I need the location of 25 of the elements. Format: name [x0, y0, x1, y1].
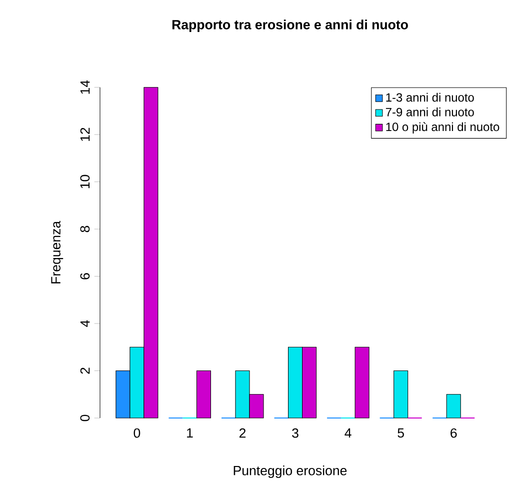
x-tick-label: 5 [398, 428, 404, 438]
legend-label: 7-9 anni di nuoto [386, 108, 474, 116]
y-tick-label: 12 [80, 128, 90, 141]
x-axis-title: Punteggio erosione [234, 466, 347, 478]
bar [354, 346, 370, 418]
x-tick-label: 4 [344, 428, 352, 438]
y-tick-label: 6 [80, 273, 90, 280]
legend-label: 1-3 anni di nuoto [386, 92, 474, 102]
x-tick-label: 6 [450, 428, 457, 438]
y-tick-label: 0 [80, 414, 90, 422]
bar [394, 370, 408, 418]
bar [196, 370, 211, 418]
legend-label: 10 o più anni di nuoto [386, 122, 500, 134]
y-axis-title: Frequenza [51, 220, 64, 284]
y-tick-label: 8 [80, 226, 90, 232]
x-tick-label: 1 [187, 428, 193, 438]
y-tick-label: 10 [80, 174, 90, 188]
chart-title: Rapporto tra erosione e anni di nuoto [172, 20, 408, 32]
x-tick-label: 3 [292, 428, 298, 438]
y-tick-label: 4 [80, 320, 90, 327]
y-tick-label: 2 [80, 368, 90, 374]
x-tick-label: 0 [134, 428, 140, 438]
y-tick-label: 14 [80, 80, 90, 94]
bar [446, 394, 461, 418]
x-tick-label: 2 [239, 428, 246, 438]
